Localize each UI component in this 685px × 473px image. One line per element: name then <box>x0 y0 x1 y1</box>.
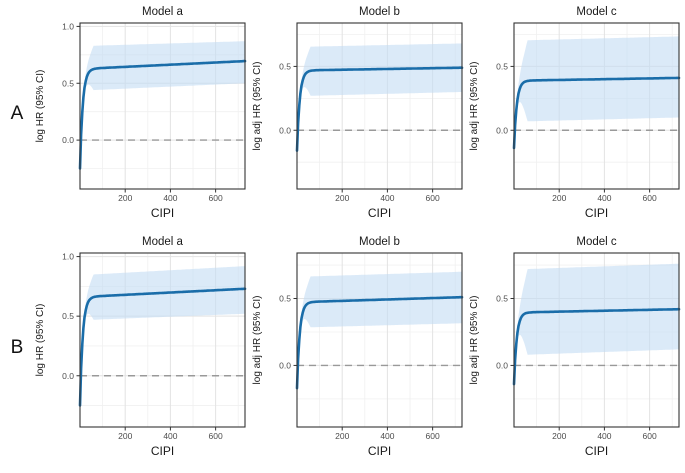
svg-text:200: 200 <box>552 431 566 441</box>
svg-text:log adj HR (95% CI): log adj HR (95% CI) <box>469 62 480 151</box>
chart-panel-b-model-a: 0.0 0.5 1.0 200 400 600 Model a CIPI log HR (95%… <box>35 236 247 458</box>
svg-text:log HR (95% CI): log HR (95% CI) <box>35 304 46 377</box>
svg-text:log adj HR (95% CI): log adj HR (95% CI) <box>469 296 480 385</box>
svg-text:CIPI: CIPI <box>368 444 391 458</box>
svg-text:Model a: Model a <box>142 236 184 248</box>
svg-text:Model b: Model b <box>359 236 400 248</box>
svg-text:CIPI: CIPI <box>585 444 608 458</box>
chart-panel-b-model-b: 0.0 0.5 200 400 600 Model b CIPI log adj HR (95… <box>252 236 464 458</box>
svg-text:200: 200 <box>118 193 132 203</box>
svg-text:400: 400 <box>380 193 394 203</box>
svg-text:0.5: 0.5 <box>279 61 291 71</box>
svg-text:log adj HR (95% CI): log adj HR (95% CI) <box>252 62 263 151</box>
svg-text:0.0: 0.0 <box>496 125 508 135</box>
svg-text:0.5: 0.5 <box>496 61 508 71</box>
svg-text:0.0: 0.0 <box>496 360 508 370</box>
svg-text:0.0: 0.0 <box>62 135 74 145</box>
svg-text:600: 600 <box>426 431 440 441</box>
svg-text:400: 400 <box>163 193 177 203</box>
chart-panel-a-model-c: 0.0 0.5 200 400 600 Model c CIPI log adj HR (95… <box>469 6 681 220</box>
svg-text:1.0: 1.0 <box>62 21 74 31</box>
row-label-a: A <box>10 103 24 124</box>
svg-text:log HR (95% CI): log HR (95% CI) <box>35 70 46 143</box>
svg-text:0.5: 0.5 <box>62 311 74 321</box>
svg-text:200: 200 <box>335 431 349 441</box>
svg-text:400: 400 <box>597 193 611 203</box>
svg-text:600: 600 <box>643 431 657 441</box>
svg-text:400: 400 <box>163 431 177 441</box>
svg-text:0.5: 0.5 <box>279 294 291 304</box>
svg-text:CIPI: CIPI <box>151 206 174 220</box>
svg-text:400: 400 <box>380 431 394 441</box>
svg-text:200: 200 <box>552 193 566 203</box>
figure: A 0.0 0.5 1.0 200 400 600 Model a CIPI log HR (9… <box>2 3 685 463</box>
svg-text:600: 600 <box>209 193 223 203</box>
svg-text:200: 200 <box>118 431 132 441</box>
svg-text:log adj HR (95% CI): log adj HR (95% CI) <box>252 296 263 385</box>
panel-group-row-b: 0.0 0.5 1.0 200 400 600 Model a CIPI log HR (95%… <box>32 233 683 463</box>
svg-text:600: 600 <box>209 431 223 441</box>
svg-text:Model b: Model b <box>359 6 400 18</box>
svg-text:400: 400 <box>597 431 611 441</box>
chart-panel-b-model-c: 0.0 0.5 200 400 600 Model c CIPI log adj HR (95… <box>469 236 681 458</box>
svg-text:Model c: Model c <box>576 6 617 18</box>
row-label-b: B <box>10 337 24 358</box>
svg-text:0.5: 0.5 <box>62 78 74 88</box>
svg-text:CIPI: CIPI <box>585 206 608 220</box>
chart-panel-a-model-a: 0.0 0.5 1.0 200 400 600 Model a CIPI log HR (95%… <box>35 6 247 220</box>
svg-text:0.5: 0.5 <box>496 294 508 304</box>
figure-row-a: A 0.0 0.5 1.0 200 400 600 Model a CIPI log HR (9… <box>2 3 685 225</box>
svg-text:1.0: 1.0 <box>62 252 74 262</box>
svg-text:200: 200 <box>335 193 349 203</box>
svg-text:600: 600 <box>426 193 440 203</box>
panel-group-row-a: 0.0 0.5 1.0 200 400 600 Model a CIPI log HR (95%… <box>32 3 683 225</box>
svg-text:Model a: Model a <box>142 6 184 18</box>
svg-text:0.0: 0.0 <box>279 360 291 370</box>
svg-text:0.0: 0.0 <box>279 125 291 135</box>
figure-row-b: B 0.0 0.5 1.0 200 400 600 Model a CIPI log HR (9… <box>2 233 685 463</box>
svg-text:Model c: Model c <box>576 236 617 248</box>
chart-panel-a-model-b: 0.0 0.5 200 400 600 Model b CIPI log adj HR (95… <box>252 6 464 220</box>
svg-text:CIPI: CIPI <box>368 206 391 220</box>
svg-text:CIPI: CIPI <box>151 444 174 458</box>
svg-text:600: 600 <box>643 193 657 203</box>
svg-text:0.0: 0.0 <box>62 371 74 381</box>
